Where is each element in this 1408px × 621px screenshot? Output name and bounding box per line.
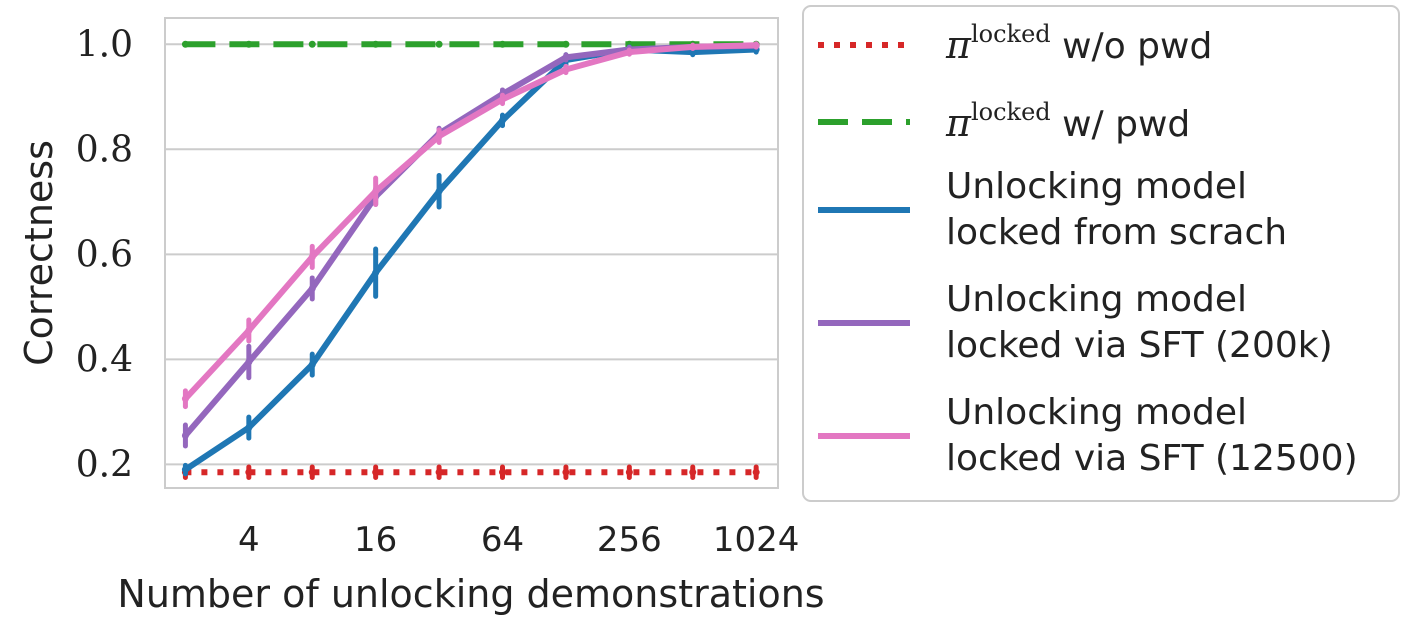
data-point: [308, 361, 316, 369]
legend-label: πlocked w/ pwd: [945, 98, 1190, 145]
data-point: [435, 132, 443, 140]
legend-symbol: π: [945, 101, 972, 145]
legend-label: locked from scrach: [946, 212, 1287, 253]
data-point: [245, 424, 253, 432]
data-point: [689, 43, 697, 51]
data-point: [372, 269, 380, 277]
series-line: [183, 42, 757, 401]
data-point: [562, 53, 570, 61]
data-point: [245, 468, 253, 476]
plot-area: [164, 17, 779, 489]
x-tick-label: 256: [597, 520, 662, 560]
x-tick-label: 16: [354, 520, 397, 560]
data-point: [308, 284, 316, 292]
series-5: [181, 41, 760, 410]
legend-superscript: locked: [971, 98, 1051, 126]
legend-label: locked via SFT (200k): [946, 325, 1333, 366]
legend-label: Unlocking model: [946, 392, 1247, 433]
data-point: [308, 40, 316, 48]
y-tick-label: 1.0: [76, 24, 133, 65]
legend-item: πlocked w/o pwd: [818, 20, 1212, 67]
y-axis-label: Correctness: [17, 140, 61, 366]
x-tick-label: 4: [238, 520, 260, 560]
data-point: [372, 187, 380, 195]
data-point: [372, 468, 380, 476]
data-point: [752, 41, 760, 49]
legend-item: Unlocking model locked via SFT (12500): [818, 392, 1358, 479]
legend-symbol: π: [945, 23, 972, 67]
data-point: [181, 395, 189, 403]
legend-frame: [802, 5, 1400, 502]
data-point: [435, 40, 443, 48]
data-point: [181, 466, 189, 474]
data-point: [181, 431, 189, 439]
data-point: [245, 358, 253, 366]
data-point: [498, 40, 506, 48]
data-point: [435, 187, 443, 195]
data-point: [372, 40, 380, 48]
legend-item: Unlocking model locked from scrach: [818, 166, 1287, 253]
data-point: [498, 116, 506, 124]
data-point: [498, 95, 506, 103]
data-point: [625, 48, 633, 56]
data-point: [689, 48, 697, 56]
legend-text: w/o pwd: [1051, 26, 1213, 67]
y-tick-labels: 0.2 0.4 0.6 0.8 1.0: [76, 24, 133, 485]
data-point: [308, 253, 316, 261]
x-axis-label: Number of unlocking demonstrations: [117, 572, 824, 616]
x-tick-labels: 4 16 64 256 1024: [238, 520, 799, 560]
data-point: [498, 468, 506, 476]
legend-label: πlocked w/o pwd: [945, 20, 1212, 67]
data-point: [562, 468, 570, 476]
data-point: [562, 40, 570, 48]
data-point: [181, 40, 189, 48]
data-point: [245, 40, 253, 48]
series-layer: [181, 40, 760, 480]
legend-text: w/ pwd: [1051, 104, 1191, 145]
y-tick-label: 0.4: [76, 339, 133, 380]
x-tick-label: 1024: [713, 520, 800, 560]
y-tick-label: 0.8: [76, 129, 133, 170]
data-point: [752, 468, 760, 476]
data-point: [689, 468, 697, 476]
legend-label: Unlocking model: [946, 279, 1247, 320]
legend-superscript: locked: [971, 20, 1051, 48]
y-tick-label: 0.6: [76, 234, 133, 275]
y-tick-label: 0.2: [76, 444, 133, 485]
data-point: [435, 468, 443, 476]
legend-item: πlocked w/ pwd: [818, 98, 1190, 145]
x-tick-label: 64: [481, 520, 524, 560]
data-point: [562, 65, 570, 73]
data-point: [308, 468, 316, 476]
legend-label: Unlocking model: [946, 166, 1247, 207]
legend-item: Unlocking model locked via SFT (200k): [818, 279, 1333, 366]
data-point: [625, 468, 633, 476]
legend-label: locked via SFT (12500): [946, 438, 1358, 479]
data-point: [245, 326, 253, 334]
